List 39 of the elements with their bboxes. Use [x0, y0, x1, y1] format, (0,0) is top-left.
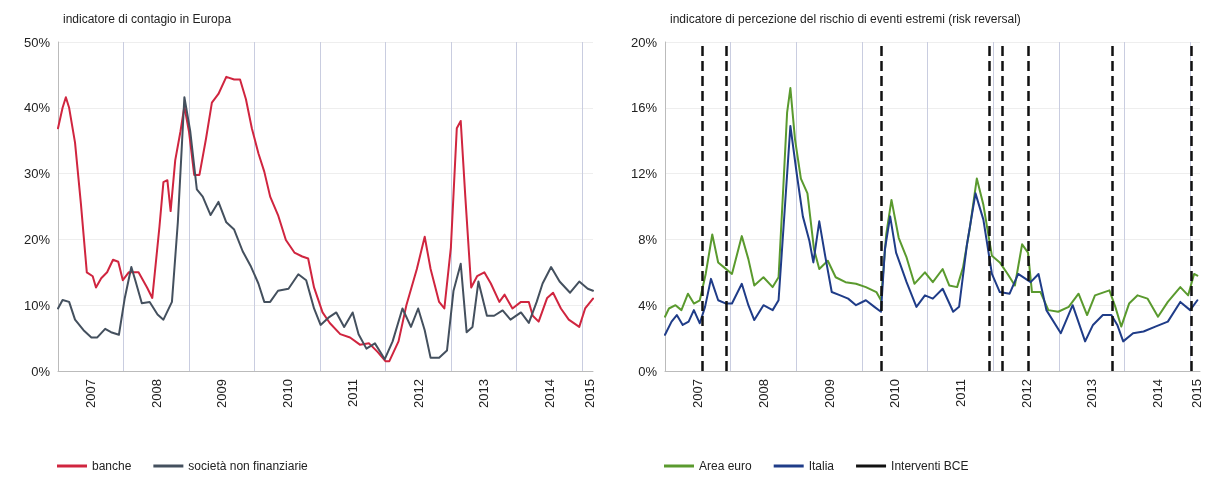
x-tick-label: 2013 [1084, 379, 1100, 408]
x-tick-label: 2009 [821, 379, 837, 408]
x-tick-label: 2015 [582, 379, 598, 408]
legend-label: Italia [808, 459, 835, 473]
x-tick-label: 2011 [345, 379, 361, 407]
line-series [664, 124, 1199, 343]
legend-label: banche [92, 459, 132, 473]
line-series [664, 87, 1199, 328]
y-tick-label: 0% [638, 363, 658, 379]
x-tick-label: 2010 [279, 379, 295, 408]
y-tick-label: 0% [31, 363, 51, 379]
y-tick-label: 20% [23, 231, 51, 247]
x-tick-label: 2009 [214, 379, 230, 408]
y-tick-label: 4% [638, 297, 658, 313]
x-tick-label: 2012 [1018, 379, 1034, 408]
x-tick-label: 2015 [1189, 379, 1205, 408]
x-tick-label: 2010 [887, 379, 903, 408]
x-tick-label: 2007 [690, 379, 706, 408]
x-tick-label: 2008 [755, 379, 771, 408]
x-tick-label: 2014 [1149, 379, 1165, 408]
x-tick-label: 2014 [541, 379, 557, 408]
y-tick-label: 12% [630, 166, 658, 182]
x-tick-label: 2013 [476, 379, 492, 408]
x-tick-label: 2007 [83, 379, 99, 408]
y-tick-label: 30% [23, 166, 51, 182]
chart-title: indicatore di percezione del rischio di eventi estremi (risk reversal) [670, 12, 1021, 26]
chart-title: indicatore di contagio in Europa [63, 12, 232, 26]
y-tick-label: 16% [630, 100, 658, 116]
y-tick-label: 40% [23, 100, 51, 116]
legend-label: Interventi BCE [891, 459, 969, 473]
x-tick-label: 2012 [410, 379, 426, 408]
x-tick-label: 2011 [952, 379, 968, 407]
x-tick-label: 2008 [148, 379, 164, 408]
y-tick-label: 10% [23, 297, 51, 313]
y-tick-label: 50% [23, 34, 51, 50]
legend-label: Area euro [699, 459, 753, 473]
legend-label: società non finanziarie [188, 459, 309, 473]
y-tick-label: 20% [630, 34, 658, 50]
y-tick-label: 8% [638, 231, 658, 247]
